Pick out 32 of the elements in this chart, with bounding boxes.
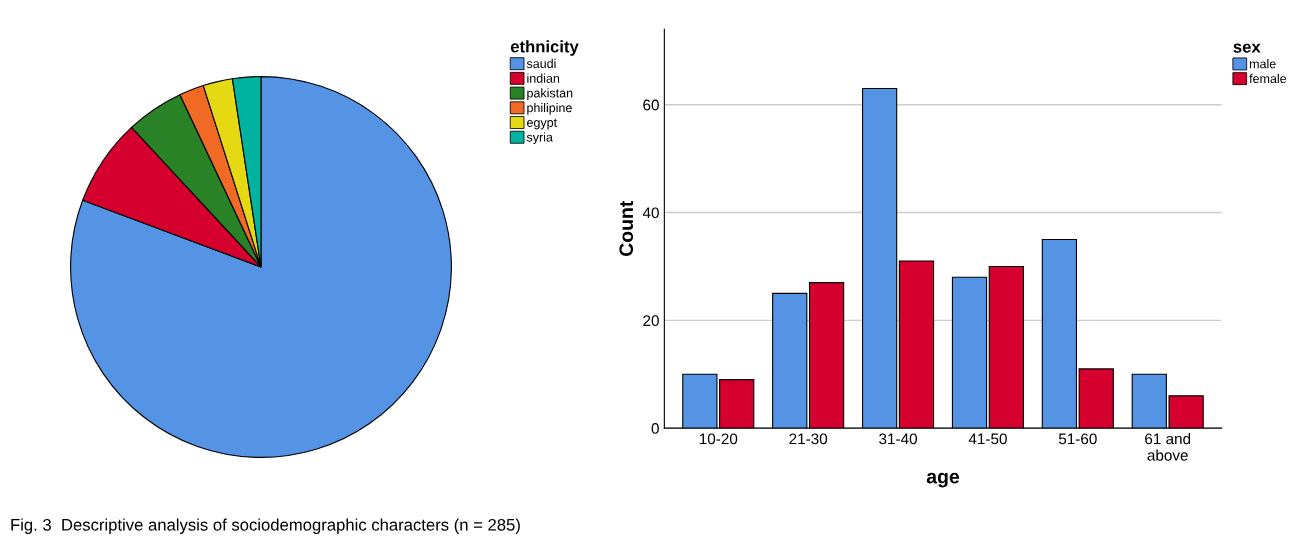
legend-title: sex xyxy=(1233,43,1261,53)
bar xyxy=(1041,238,1078,429)
legend-label: male xyxy=(1249,59,1276,69)
bar xyxy=(861,88,898,429)
bar xyxy=(951,276,988,429)
bar xyxy=(988,265,1024,429)
bar xyxy=(808,282,845,429)
x-tick-label: 61 and above xyxy=(1145,433,1191,461)
pie-slice xyxy=(70,76,452,458)
legend-label: indian xyxy=(527,73,560,83)
legend-title: ethnicity xyxy=(510,40,579,56)
x-tick-label: 31-40 xyxy=(879,433,917,445)
y-tick-label: 20 xyxy=(643,315,659,327)
bar xyxy=(898,260,935,429)
x-tick-label: 21-30 xyxy=(789,433,828,445)
x-tick-label: 41-50 xyxy=(968,433,1007,445)
bar xyxy=(772,292,808,429)
y-tick-label: 0 xyxy=(651,423,659,434)
legend-label: pakistan xyxy=(527,88,573,100)
caption: Fig. 3 Descriptive analysis of sociodemographic characters (n = 285) xyxy=(11,518,520,534)
legend-label: syria xyxy=(526,132,553,145)
y-axis-title: Count xyxy=(619,200,634,256)
y-tick-label: 60 xyxy=(643,99,659,111)
x-axis-title: age xyxy=(926,472,960,488)
x-tick-label: 51-60 xyxy=(1058,433,1097,445)
y-tick-label: 40 xyxy=(642,207,659,219)
legend-label: philipine xyxy=(527,103,572,115)
legend-label: saudi xyxy=(526,58,556,69)
bar xyxy=(1078,368,1114,429)
x-tick-label: 10-20 xyxy=(699,433,738,445)
legend-label: egypt xyxy=(527,118,557,130)
legend-label: female xyxy=(1249,73,1287,84)
